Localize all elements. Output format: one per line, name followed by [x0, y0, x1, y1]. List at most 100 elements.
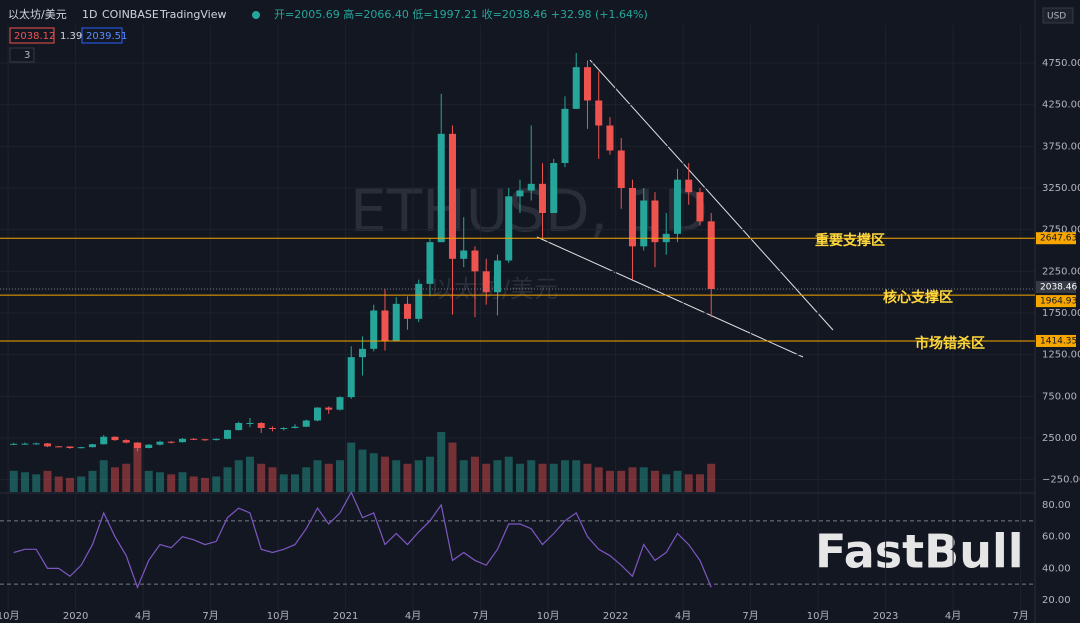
volume-bar [482, 463, 491, 492]
rsi-line [13, 490, 712, 590]
candle-body [178, 438, 186, 443]
volume-bar [20, 472, 29, 492]
volume-bar [200, 477, 209, 492]
candle-body [595, 100, 603, 126]
y-tick-label: 3250.00 [1042, 183, 1080, 194]
x-tick-label: 4月 [675, 610, 691, 622]
volume-bar [43, 470, 52, 492]
volume-bar [32, 474, 41, 492]
candle-body [201, 439, 209, 441]
candle-body [291, 426, 299, 428]
candle-body [313, 407, 321, 421]
candle-body [156, 441, 164, 445]
candle-body [685, 179, 693, 193]
volume-bar [527, 460, 536, 492]
candle-body [673, 179, 681, 234]
candle-body [370, 310, 378, 349]
candle-body [448, 133, 456, 259]
volume-bar [403, 463, 412, 492]
volume-bar [77, 476, 86, 492]
volume-bar [695, 474, 704, 492]
volume-bar [560, 460, 569, 492]
candle-body [471, 250, 479, 272]
volume-bar [9, 470, 18, 492]
bid-box [9, 27, 55, 44]
x-tick-label: 7月 [202, 610, 218, 622]
y-tick-label: −250.00 [1042, 475, 1080, 486]
symbol: 以太坊/美元 [8, 7, 67, 21]
volume-bar [88, 470, 97, 492]
volume-bar [470, 456, 479, 492]
ohlc-stats: 开=2005.69 高=2066.40 低=1997.21 收=2038.46 … [274, 7, 648, 21]
candle-body [696, 192, 704, 222]
volume-bar [313, 460, 322, 492]
candle-body [325, 407, 333, 410]
candle-body [426, 242, 434, 284]
candle-body [572, 67, 580, 109]
candle-body [403, 303, 411, 319]
level-name: 市场错杀区 [915, 335, 985, 352]
x-tick-label: 4月 [945, 610, 961, 622]
x-tick-label: 10月 [267, 610, 290, 622]
candle-body [122, 440, 130, 443]
y-tick-label: 2750.00 [1042, 225, 1080, 236]
indicator-box[interactable] [9, 47, 35, 63]
candle-body [437, 133, 445, 243]
candle-body [617, 150, 625, 188]
candle-body [190, 438, 198, 440]
volume-bar [538, 463, 547, 492]
rsi-tick-label: 40.00 [1042, 563, 1071, 574]
candle-body [392, 303, 400, 341]
x-tick-label: 4月 [135, 610, 151, 622]
volume-bar [290, 474, 299, 492]
volume-bar [122, 463, 131, 492]
candle-body [505, 196, 513, 261]
volume-bar [684, 474, 693, 492]
volume-bar [167, 474, 176, 492]
rsi-tick-label: 80.00 [1042, 500, 1071, 511]
volume-bar [110, 467, 119, 492]
candle-body [493, 260, 501, 293]
volume-bar [594, 467, 603, 492]
volume-bar [155, 472, 164, 492]
interval: 1D [82, 8, 97, 21]
volume-bar [144, 470, 153, 492]
volume-bar [234, 460, 243, 492]
x-tick-label: 2023 [873, 611, 898, 622]
candle-body [77, 447, 85, 449]
level-tag [1036, 232, 1076, 245]
volume-bar [133, 442, 142, 492]
volume-bar [99, 460, 108, 492]
x-tick-label: 7月 [742, 610, 758, 622]
last-price: 2038.46 [1040, 282, 1077, 292]
level-value: 2647.63 [1040, 234, 1077, 244]
candle-body [21, 443, 29, 445]
candle-body [235, 423, 243, 431]
candle-body [100, 436, 108, 445]
volume-bar [549, 463, 558, 492]
candle-body [381, 310, 389, 341]
candle-body [88, 444, 96, 448]
y-tick-label: 2250.00 [1042, 266, 1080, 277]
candle-body [482, 271, 490, 293]
volume-bar [358, 449, 367, 492]
candle-body [66, 446, 74, 448]
volume-bar [245, 456, 254, 492]
level-value: 1964.93 [1040, 297, 1077, 307]
volume-bar [178, 472, 187, 492]
indicator-count[interactable]: 3 [24, 50, 30, 61]
currency-btn[interactable] [1042, 7, 1074, 24]
candle-body [561, 108, 569, 163]
currency[interactable]: USD [1047, 12, 1066, 22]
volume-bar [437, 432, 446, 492]
volume-bar [268, 467, 277, 492]
volume-bar [257, 463, 266, 492]
candle-body [257, 423, 265, 428]
ask-box [81, 27, 123, 44]
volume-bar [707, 463, 716, 492]
volume-bar [369, 453, 378, 492]
candle-body [347, 357, 355, 398]
volume-bar [639, 467, 648, 492]
volume-bar [212, 476, 221, 492]
